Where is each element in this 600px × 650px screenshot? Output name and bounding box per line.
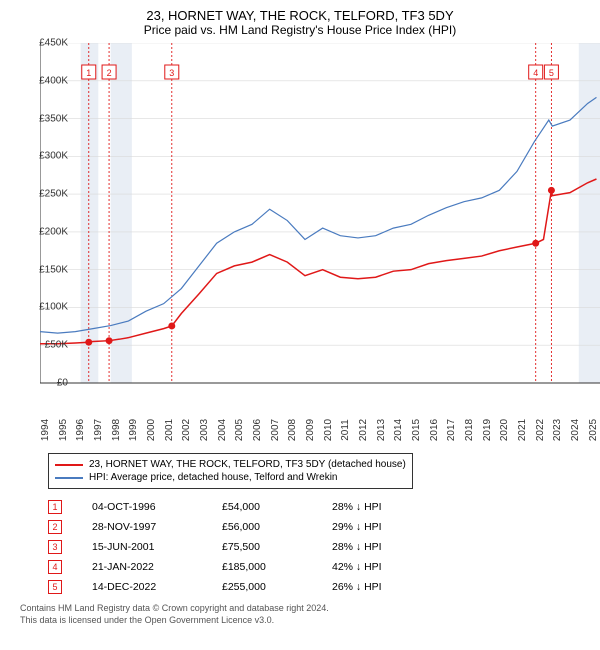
chart-subtitle: Price paid vs. HM Land Registry's House …: [8, 23, 592, 37]
transaction-price: £75,500: [222, 541, 302, 553]
x-axis-label: 2010: [323, 419, 334, 441]
transaction-change: 26% ↓ HPI: [332, 581, 432, 593]
y-axis-label: £450K: [39, 38, 68, 49]
x-axis-label: 2011: [340, 419, 351, 441]
svg-text:2: 2: [107, 68, 112, 78]
x-axis-label: 2008: [287, 419, 298, 441]
x-axis-label: 2016: [429, 419, 440, 441]
legend-item: HPI: Average price, detached house, Telf…: [55, 471, 406, 484]
marker-box: 5: [48, 580, 62, 594]
legend: 23, HORNET WAY, THE ROCK, TELFORD, TF3 5…: [48, 453, 413, 489]
y-axis-label: £200K: [39, 226, 68, 237]
x-axis-label: 2009: [305, 419, 316, 441]
marker-box: 4: [48, 560, 62, 574]
transaction-change: 29% ↓ HPI: [332, 521, 432, 533]
x-axis-label: 2004: [217, 419, 228, 441]
x-axis-label: 2005: [234, 419, 245, 441]
x-axis-label: 1999: [128, 419, 139, 441]
transaction-date: 15-JUN-2001: [92, 541, 192, 553]
table-row: 3 15-JUN-2001 £75,500 28% ↓ HPI: [48, 537, 584, 557]
chart-title: 23, HORNET WAY, THE ROCK, TELFORD, TF3 5…: [8, 8, 592, 23]
footer: Contains HM Land Registry data © Crown c…: [20, 603, 584, 626]
x-axis-label: 2021: [517, 419, 528, 441]
x-axis-label: 2007: [270, 419, 281, 441]
table-row: 2 28-NOV-1997 £56,000 29% ↓ HPI: [48, 517, 584, 537]
transaction-price: £54,000: [222, 501, 302, 513]
x-axis-label: 1995: [58, 419, 69, 441]
transaction-price: £255,000: [222, 581, 302, 593]
legend-label: HPI: Average price, detached house, Telf…: [89, 472, 338, 483]
x-axis-label: 1998: [111, 419, 122, 441]
x-axis-label: 2017: [446, 419, 457, 441]
legend-swatch: [55, 477, 83, 479]
x-axis-label: 2006: [252, 419, 263, 441]
x-axis-label: 1997: [93, 419, 104, 441]
y-axis-label: £0: [57, 378, 68, 389]
y-axis-label: £300K: [39, 151, 68, 162]
marker-box: 1: [48, 500, 62, 514]
svg-text:4: 4: [533, 68, 538, 78]
x-axis-label: 2022: [535, 419, 546, 441]
table-row: 5 14-DEC-2022 £255,000 26% ↓ HPI: [48, 577, 584, 597]
x-axis-label: 2023: [552, 419, 563, 441]
svg-text:1: 1: [86, 68, 91, 78]
x-axis-label: 2024: [570, 419, 581, 441]
chart-area: 1 2 3 4 5 £0 £50K £100K £150K £200K £250K £300K £35…: [40, 43, 600, 413]
x-axis-label: 2019: [482, 419, 493, 441]
x-axis-label: 2014: [393, 419, 404, 441]
svg-text:5: 5: [549, 68, 554, 78]
chart-container: 23, HORNET WAY, THE ROCK, TELFORD, TF3 5…: [0, 0, 600, 650]
x-axis-label: 2013: [376, 419, 387, 441]
x-axis-label: 2015: [411, 419, 422, 441]
transaction-change: 42% ↓ HPI: [332, 561, 432, 573]
transaction-table: 1 04-OCT-1996 £54,000 28% ↓ HPI 2 28-NOV-1997…: [48, 497, 584, 597]
y-axis-label: £400K: [39, 75, 68, 86]
transaction-date: 04-OCT-1996: [92, 501, 192, 513]
x-axis-label: 1994: [40, 419, 51, 441]
transaction-date: 14-DEC-2022: [92, 581, 192, 593]
transaction-price: £185,000: [222, 561, 302, 573]
legend-label: 23, HORNET WAY, THE ROCK, TELFORD, TF3 5…: [89, 459, 406, 470]
x-axis-label: 2002: [181, 419, 192, 441]
transaction-price: £56,000: [222, 521, 302, 533]
table-row: 4 21-JAN-2022 £185,000 42% ↓ HPI: [48, 557, 584, 577]
transaction-date: 28-NOV-1997: [92, 521, 192, 533]
x-axis-label: 2018: [464, 419, 475, 441]
x-axis-label: 2000: [146, 419, 157, 441]
y-axis-label: £250K: [39, 189, 68, 200]
footer-line: This data is licensed under the Open Gov…: [20, 615, 584, 627]
x-axis-label: 2012: [358, 419, 369, 441]
legend-swatch: [55, 464, 83, 466]
x-axis-label: 2003: [199, 419, 210, 441]
x-axis-label: 1996: [75, 419, 86, 441]
y-axis-label: £350K: [39, 113, 68, 124]
footer-line: Contains HM Land Registry data © Crown c…: [20, 603, 584, 615]
marker-box: 2: [48, 520, 62, 534]
x-axis-label: 2025: [588, 419, 599, 441]
y-axis-label: £50K: [45, 340, 68, 351]
y-axis-label: £150K: [39, 264, 68, 275]
table-row: 1 04-OCT-1996 £54,000 28% ↓ HPI: [48, 497, 584, 517]
x-axis-label: 2001: [164, 419, 175, 441]
svg-text:3: 3: [169, 68, 174, 78]
transaction-date: 21-JAN-2022: [92, 561, 192, 573]
transaction-change: 28% ↓ HPI: [332, 501, 432, 513]
marker-box: 3: [48, 540, 62, 554]
chart-svg: 1 2 3 4 5: [40, 43, 600, 413]
y-axis-label: £100K: [39, 302, 68, 313]
legend-item: 23, HORNET WAY, THE ROCK, TELFORD, TF3 5…: [55, 458, 406, 471]
transaction-change: 28% ↓ HPI: [332, 541, 432, 553]
x-axis-label: 2020: [499, 419, 510, 441]
